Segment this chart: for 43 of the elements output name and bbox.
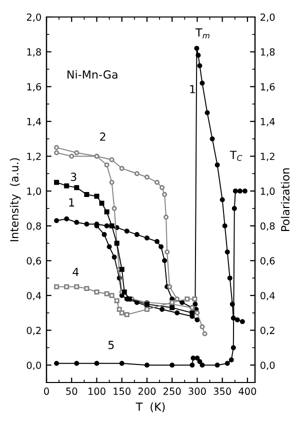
x-tick-label: 50 — [66, 388, 78, 395]
annotation: Ni-Mn-Ga — [68, 70, 118, 79]
annotation: 2 — [100, 132, 106, 141]
y2-tick-label: 0,4 — [260, 292, 275, 300]
y-tick-label: 0,8 — [26, 222, 41, 231]
y2-tick-label: 1,4 — [260, 118, 275, 126]
x-tick-label: 250 — [164, 388, 181, 395]
y2-tick-label: 1,2 — [260, 152, 274, 162]
y-tick-label: 1,0 — [27, 188, 41, 196]
y2-tick-label: 0,8 — [260, 222, 275, 231]
y2-tick-label: 0,6 — [260, 257, 275, 266]
y2-tick-label: 1,0 — [260, 188, 275, 196]
y2-tick-label: 0,0 — [260, 362, 275, 370]
x-axis-title: T (K) — [136, 402, 165, 412]
x-tick-label: 150 — [114, 388, 130, 395]
y2-tick-label: 1,8 — [260, 48, 275, 57]
y-tick-label: 2,0 — [26, 13, 41, 22]
y-tick-label: 1,2 — [27, 152, 41, 162]
annotation: 5 — [108, 340, 114, 350]
x-tick-label: 100 — [88, 388, 106, 395]
y2-tick-label: 0,2 — [260, 326, 274, 336]
annotation: 1 — [69, 198, 74, 206]
annotation: 4 — [72, 268, 79, 276]
x-tick-label: 300 — [188, 388, 206, 395]
x-tick-label: 350 — [214, 388, 231, 395]
y2-tick-label: 1,6 — [260, 83, 275, 92]
annotation: T$_{m}$ — [195, 28, 210, 38]
x-tick-label: 400 — [238, 388, 256, 395]
x-tick-label: 200 — [138, 388, 156, 395]
annotation: T$_{C}$ — [230, 150, 242, 161]
y-tick-label: 1,8 — [27, 48, 41, 57]
y-tick-label: 0,6 — [26, 257, 42, 266]
y-tick-label: 0,2 — [26, 326, 41, 336]
annotation: 1 — [190, 85, 195, 94]
y2-tick-label: 2,0 — [260, 13, 275, 22]
y-tick-label: 0,0 — [26, 362, 41, 370]
y-tick-label: 1,4 — [27, 118, 42, 126]
y-axis-title: Intensity (a.u.) — [10, 158, 21, 242]
y-tick-label: 0,4 — [26, 292, 42, 300]
annotation: 3 — [70, 172, 76, 182]
x-tick-label: 0 — [44, 388, 49, 395]
y2-axis-title: Polarization — [280, 168, 290, 231]
y-tick-label: 1,6 — [27, 83, 42, 92]
